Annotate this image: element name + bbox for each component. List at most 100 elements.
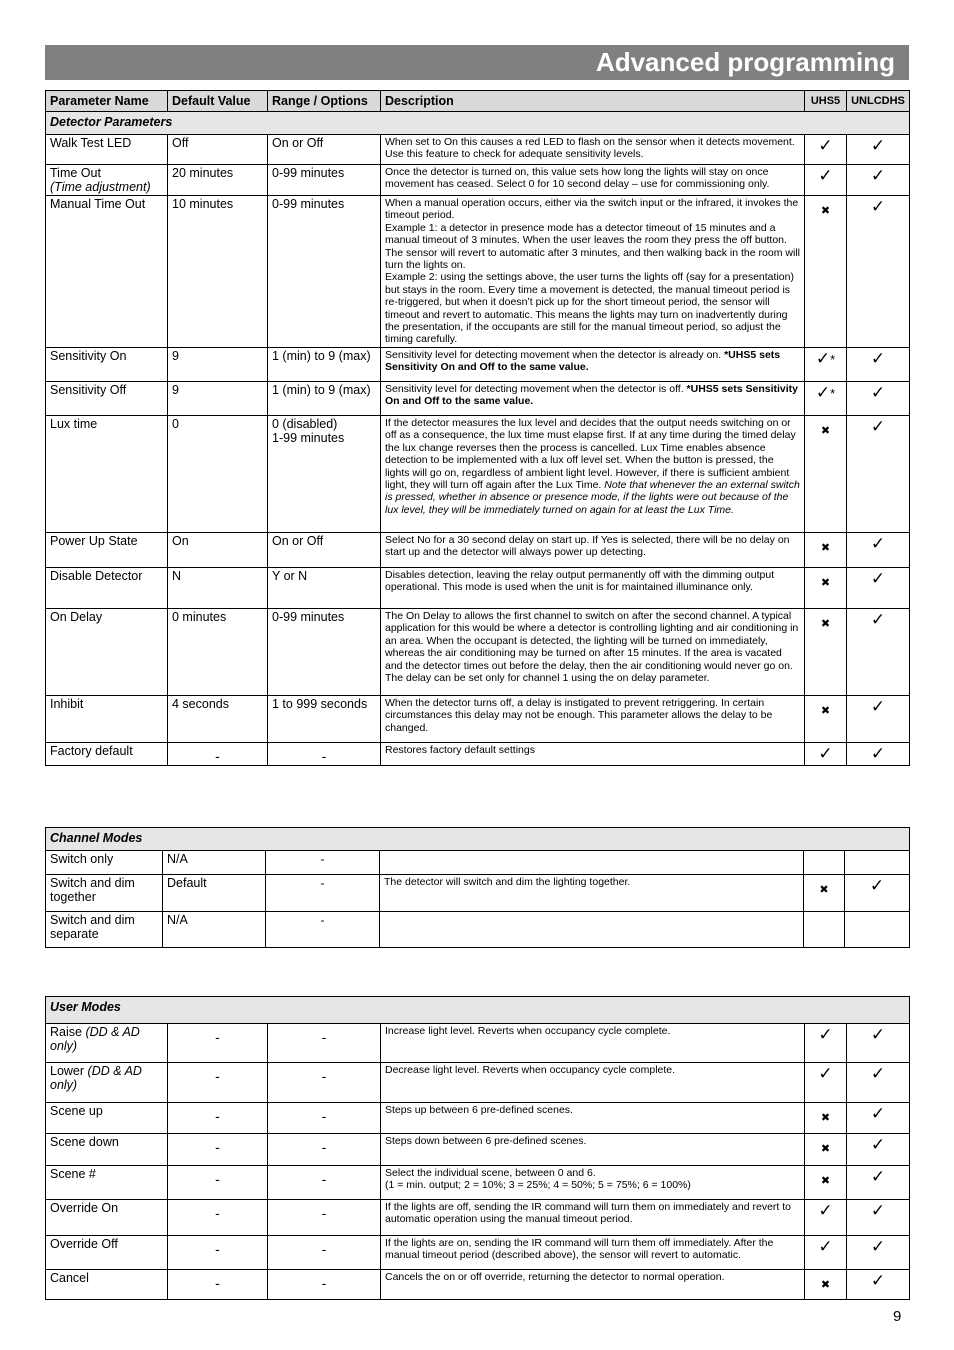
- parameter-name: Scene up: [50, 1104, 103, 1118]
- unlcdhs-support-cell: [843, 911, 911, 948]
- uhs5-support-cell: ✖: [804, 694, 847, 743]
- section-row: Detector Parameters: [45, 111, 910, 135]
- default-value: 20 minutes: [172, 166, 234, 180]
- default-value-cell: -: [167, 1133, 268, 1166]
- default-value: On: [172, 533, 189, 548]
- default-value: N: [172, 568, 182, 583]
- range-options: 0-99 minutes: [272, 609, 345, 624]
- parameter-name-cell: Scene #: [45, 1165, 168, 1200]
- table-row: Disable Detector N Y or N Disables detectio…: [45, 566, 910, 609]
- parameter-name: Lux time: [50, 416, 98, 431]
- description: Steps up between 6 pre-defined scenes.: [385, 1104, 573, 1116]
- uhs5-support-cell: [803, 911, 845, 948]
- default-value-cell: 20 minutes: [167, 164, 268, 196]
- cross-icon: ✖: [820, 541, 831, 554]
- description: Disables detection, leaving the relay ou…: [385, 568, 775, 594]
- parameter-name: Manual Time Out: [50, 197, 146, 211]
- parameter-name-cell: Manual Time Out: [45, 195, 168, 348]
- default-value-cell: Off: [167, 134, 268, 165]
- parameter-name: Sensitivity On: [50, 348, 127, 363]
- default-value: Off: [172, 136, 189, 150]
- range-cell: 0-99 minutes: [267, 195, 381, 348]
- description: Restores factory default settings: [385, 743, 535, 756]
- check-icon: ✓: [870, 382, 886, 402]
- parameter-name: Power Up State: [50, 533, 138, 548]
- description-cell: Steps up between 6 pre-defined scenes.: [380, 1102, 805, 1134]
- range-options: -: [320, 913, 325, 927]
- uhs5-support-cell: ✖: [804, 566, 847, 609]
- range-options: 0 (disabled): [272, 416, 338, 431]
- default-value-cell: 0 minutes: [167, 607, 268, 696]
- unlcdhs-support-cell: ✓: [846, 566, 910, 609]
- default-value: -: [215, 747, 220, 764]
- default-value: 10 minutes: [172, 197, 234, 211]
- description: When set to On this causes a red LED to …: [385, 136, 795, 161]
- default-value: 0 minutes: [172, 609, 227, 624]
- default-value: -: [215, 1029, 220, 1045]
- description-cell: Select No for a 30 second delay on start…: [380, 531, 805, 568]
- default-value: 4 seconds: [172, 696, 229, 711]
- description-cell: Decrease light level. Reverts when occup…: [380, 1062, 805, 1103]
- description-cell: Sensitivity level for detecting movement…: [380, 346, 805, 382]
- default-value-cell: Default: [162, 874, 266, 912]
- check-icon: ✓: [870, 568, 886, 588]
- description: If the lights are on, sending the IR com…: [385, 1237, 774, 1262]
- table-row: Cancel - - Cancels the on or off override, …: [45, 1269, 911, 1300]
- page-number: 9: [893, 1308, 902, 1325]
- range-cell: -: [267, 1199, 381, 1236]
- uhs5-support-cell: ✖: [804, 414, 847, 533]
- default-value: Default: [167, 876, 207, 890]
- unlcdhs-support-cell: ✓: [845, 1023, 911, 1063]
- default-value: N/A: [167, 852, 188, 866]
- range-cell: 0-99 minutes: [267, 607, 381, 696]
- range-cell: -: [267, 1269, 381, 1300]
- section-row: Channel Modes: [44, 827, 911, 851]
- range-options: On or Off: [272, 533, 324, 548]
- range-options: -: [321, 1205, 327, 1221]
- description-cell: [379, 911, 804, 948]
- unlcdhs-support-cell: ✓: [846, 607, 910, 696]
- range-options: On or Off: [272, 136, 324, 150]
- description-cell: The On Delay to allows the first channel…: [380, 607, 805, 696]
- range-cell: -: [267, 1062, 381, 1103]
- unlcdhs-support-cell: [843, 850, 911, 875]
- description: Steps down between 6 pre-defined scenes.: [385, 1135, 587, 1147]
- range-options: -: [321, 1171, 327, 1187]
- range-options: -: [321, 747, 327, 764]
- default-value: 9: [172, 348, 179, 363]
- table-row: On Delay 0 minutes 0-99 minutes The On Dela…: [45, 607, 910, 696]
- unlcdhs-support-cell: ✓: [846, 195, 910, 348]
- table-row: Factory default - - Restores factory defaul…: [45, 741, 910, 766]
- range-cell: -: [267, 1102, 381, 1134]
- check-icon: ✓: [818, 1201, 833, 1220]
- default-value-cell: 9: [167, 380, 268, 416]
- description-note: Note that whenever the an external switc…: [385, 478, 800, 516]
- unlcdhs-support-cell: ✓: [846, 134, 910, 165]
- range-cell: -: [267, 1133, 381, 1166]
- description-note: *UHS5 sets Sensitivity On and Off to the…: [385, 382, 799, 408]
- col-description: Description: [380, 90, 805, 112]
- section-row: User Modes: [44, 996, 911, 1024]
- description: When the detector turns off, a delay is …: [385, 696, 773, 734]
- uhs5-support-cell: ✖: [803, 874, 845, 912]
- unlcdhs-support-cell: ✓: [846, 346, 910, 382]
- uhs5-support-cell: ✖: [804, 195, 847, 348]
- parameter-note: (DD & AD only): [50, 1064, 142, 1092]
- uhs5-support-cell: ✓: [804, 164, 847, 196]
- range-cell: -: [265, 911, 380, 948]
- description: If the detector measures the lux level a…: [385, 416, 796, 491]
- check-icon: ✓: [818, 136, 833, 155]
- description-cell: When set to On this causes a red LED to …: [380, 134, 805, 165]
- check-icon: ✓: [870, 533, 886, 553]
- default-value: -: [215, 1139, 220, 1155]
- check-icon: ✓: [870, 1064, 886, 1083]
- col-uhs5: UHS5: [804, 90, 847, 112]
- unlcdhs-support-cell: ✓: [845, 1062, 911, 1103]
- range-cell: -: [267, 1023, 381, 1063]
- description: Once the detector is turned on, this val…: [385, 166, 770, 191]
- description: The detector will switch and dim the lig…: [384, 876, 631, 888]
- unlcdhs-support-cell: ✓: [846, 414, 910, 533]
- table-row: Sensitivity Off 9 1 (min) to 9 (max) Sensit…: [45, 380, 910, 416]
- check-icon: ✓: [818, 1237, 833, 1256]
- range-cell: -: [267, 1235, 381, 1270]
